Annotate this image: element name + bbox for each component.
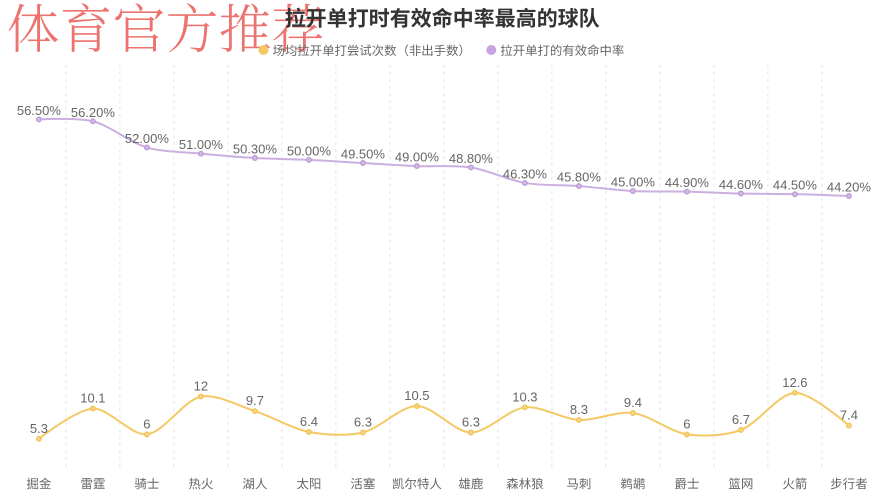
svg-text:56.50%: 56.50% xyxy=(17,103,62,118)
svg-text:9.7: 9.7 xyxy=(246,393,264,408)
svg-text:44.60%: 44.60% xyxy=(719,177,764,192)
svg-text:10.1: 10.1 xyxy=(80,391,105,406)
svg-text:10.5: 10.5 xyxy=(404,388,429,403)
svg-text:12.6: 12.6 xyxy=(782,375,807,390)
svg-text:44.50%: 44.50% xyxy=(773,178,818,193)
svg-text:50.30%: 50.30% xyxy=(233,142,278,157)
svg-text:50.00%: 50.00% xyxy=(287,143,332,158)
svg-text:48.80%: 48.80% xyxy=(449,151,494,166)
svg-text:6.3: 6.3 xyxy=(354,415,372,430)
svg-text:6: 6 xyxy=(683,416,690,431)
svg-text:6.7: 6.7 xyxy=(732,412,750,427)
svg-text:45.80%: 45.80% xyxy=(557,170,602,185)
svg-text:45.00%: 45.00% xyxy=(611,175,656,190)
svg-text:52.00%: 52.00% xyxy=(125,131,170,146)
svg-text:5.3: 5.3 xyxy=(30,421,48,436)
svg-text:49.50%: 49.50% xyxy=(341,147,386,162)
svg-text:44.20%: 44.20% xyxy=(827,180,872,195)
svg-text:44.90%: 44.90% xyxy=(665,175,710,190)
svg-text:7.4: 7.4 xyxy=(840,408,858,423)
svg-text:6.4: 6.4 xyxy=(300,414,318,429)
svg-text:6.3: 6.3 xyxy=(462,415,480,430)
svg-text:6: 6 xyxy=(143,416,150,431)
svg-text:56.20%: 56.20% xyxy=(71,105,116,120)
svg-text:51.00%: 51.00% xyxy=(179,137,224,152)
svg-text:12: 12 xyxy=(194,379,208,394)
svg-text:10.3: 10.3 xyxy=(512,389,537,404)
svg-text:9.4: 9.4 xyxy=(624,395,642,410)
svg-text:49.00%: 49.00% xyxy=(395,150,440,165)
svg-text:46.30%: 46.30% xyxy=(503,166,548,181)
svg-text:8.3: 8.3 xyxy=(570,402,588,417)
